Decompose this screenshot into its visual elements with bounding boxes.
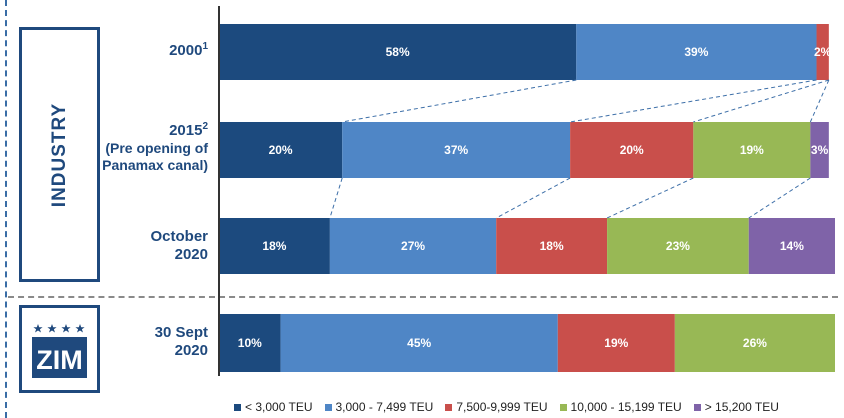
legend-label-0: < 3,000 TEU — [245, 400, 313, 414]
data-label-row0-series0: 58% — [386, 45, 410, 59]
row-label-30-sept-2020: 30 Sept 2020 — [154, 324, 208, 359]
data-label-row3-series2: 19% — [604, 336, 628, 350]
legend-item-2: 7,500-9,999 TEU — [445, 399, 548, 415]
bar-segment-row0-series2 — [816, 24, 829, 80]
data-label-row2-series4: 14% — [780, 239, 804, 253]
bar-segment-row1-series1 — [342, 122, 571, 178]
industry-panel: INDUSTRY — [19, 27, 100, 282]
data-label-row1-series0: 20% — [269, 143, 293, 157]
legend-swatch-2 — [445, 403, 453, 411]
data-label-row1-series3: 19% — [740, 143, 764, 157]
left-dashed-border — [5, 0, 7, 418]
data-label-row3-series0: 10% — [238, 336, 262, 350]
data-label-row1-series1: 37% — [444, 143, 468, 157]
bar-segment-row2-series2 — [496, 218, 608, 274]
logo-star-3 — [61, 324, 71, 333]
logo-star-1 — [33, 324, 43, 333]
legend-item-1: 3,000 - 7,499 TEU — [324, 399, 434, 415]
data-label-row1-series2: 20% — [620, 143, 644, 157]
connector-line-row1-edge1 — [495, 177, 571, 219]
bar-segment-row3-series0 — [219, 314, 281, 372]
bar-segment-row3-series2 — [557, 314, 675, 372]
legend-label-4: > 15,200 TEU — [704, 400, 779, 414]
connector-line-row0-edge2 — [693, 79, 829, 123]
legend-item-4: > 15,200 TEU — [693, 399, 779, 415]
data-label-row0-series1: 39% — [684, 45, 708, 59]
legend-item-3: 10,000 - 15,199 TEU — [559, 399, 682, 415]
data-label-row2-series1: 27% — [401, 239, 425, 253]
bar-segment-row1-series4 — [810, 122, 829, 178]
connector-line-row0-edge0 — [342, 79, 577, 123]
data-label-row1-series4: 3% — [811, 143, 829, 157]
bar-segment-row2-series1 — [329, 218, 497, 274]
bar-segment-row1-series2 — [570, 122, 694, 178]
connector-line-row0-edge3 — [809, 79, 830, 123]
bar-segment-row2-series3 — [607, 218, 749, 274]
legend-item-0: < 3,000 TEU — [234, 399, 313, 415]
bar-segment-row1-series3 — [693, 122, 811, 178]
legend-swatch-3 — [559, 403, 567, 411]
bar-segment-row3-series1 — [280, 314, 558, 372]
data-label-row2-series3: 23% — [666, 239, 690, 253]
data-label-row3-series1: 45% — [407, 336, 431, 350]
legend-swatch-1 — [324, 403, 332, 411]
y-axis-line — [218, 6, 220, 376]
logo-star-2 — [47, 324, 57, 333]
bar-segment-row2-series0 — [219, 218, 330, 274]
legend-label-3: 10,000 - 15,199 TEU — [570, 400, 682, 414]
data-label-row2-series2: 18% — [540, 239, 564, 253]
data-label-row3-series3: 26% — [743, 336, 767, 350]
legend-swatch-0 — [234, 403, 241, 411]
row-label-2000: 20001 — [169, 41, 208, 60]
bar-segment-row0-series1 — [576, 24, 817, 80]
bar-segment-row1-series0 — [219, 122, 343, 178]
connector-line-row1-edge0 — [329, 177, 343, 219]
logo-star-4 — [75, 324, 85, 333]
legend-swatch-4 — [693, 403, 701, 411]
connector-line-row1-edge2 — [606, 177, 694, 219]
row-label-october-2020: October 2020 — [150, 228, 208, 263]
section-separator — [8, 296, 838, 298]
data-label-row2-series0: 18% — [262, 239, 286, 253]
bar-segment-row3-series3 — [674, 314, 835, 372]
logo-block — [32, 337, 87, 378]
bar-segment-row2-series4 — [748, 218, 835, 274]
chart-legend: < 3,000 TEU 3,000 - 7,499 TEU 7,500-9,999 … — [234, 399, 834, 415]
logo-text: ZIM — [36, 345, 83, 375]
connector-line-row1-edge3 — [748, 177, 811, 219]
legend-label-1: 3,000 - 7,499 TEU — [335, 400, 434, 414]
zim-logo: ZIM — [32, 324, 87, 378]
data-label-row0-series2: 2% — [814, 45, 832, 59]
zim-panel: ZIM — [19, 305, 100, 393]
connector-line-row0-edge1 — [570, 79, 817, 123]
row-label-2015: 20152 (Pre opening of Panamax canal) — [102, 121, 208, 174]
legend-label-2: 7,500-9,999 TEU — [456, 400, 548, 414]
bar-segment-row0-series0 — [219, 24, 577, 80]
